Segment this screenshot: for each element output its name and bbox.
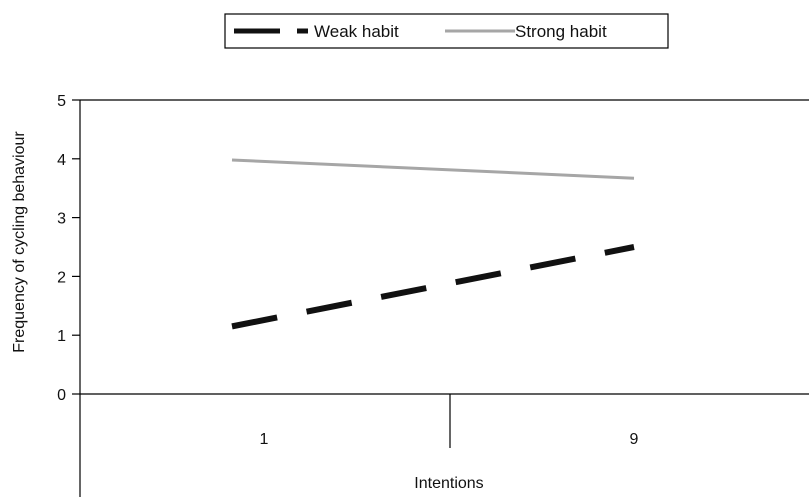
legend-item-weak-habit: Weak habit bbox=[234, 22, 399, 41]
y-ticks: 0 1 2 3 4 5 bbox=[57, 93, 80, 404]
y-tick-label-3: 3 bbox=[57, 211, 66, 228]
x-tick-label-0: 1 bbox=[260, 431, 269, 448]
legend-label-strong-habit: Strong habit bbox=[515, 22, 607, 41]
y-tick-label-2: 2 bbox=[57, 269, 66, 286]
y-tick-label-5: 5 bbox=[57, 93, 66, 110]
y-tick-label-1: 1 bbox=[57, 328, 66, 345]
y-tick-label-0: 0 bbox=[57, 387, 66, 404]
series-line-strong-habit bbox=[231, 158, 635, 180]
legend-label-weak-habit: Weak habit bbox=[314, 22, 399, 41]
legend-item-strong-habit: Strong habit bbox=[445, 22, 607, 41]
legend: Weak habit Strong habit bbox=[224, 13, 669, 49]
x-tick-label-1: 9 bbox=[630, 431, 639, 448]
x-axis-title: Intentions bbox=[414, 475, 483, 492]
series-line-weak-habit bbox=[231, 244, 635, 330]
y-tick-label-4: 4 bbox=[57, 152, 66, 169]
y-axis-title: Frequency of cycling behaviour bbox=[11, 131, 28, 353]
